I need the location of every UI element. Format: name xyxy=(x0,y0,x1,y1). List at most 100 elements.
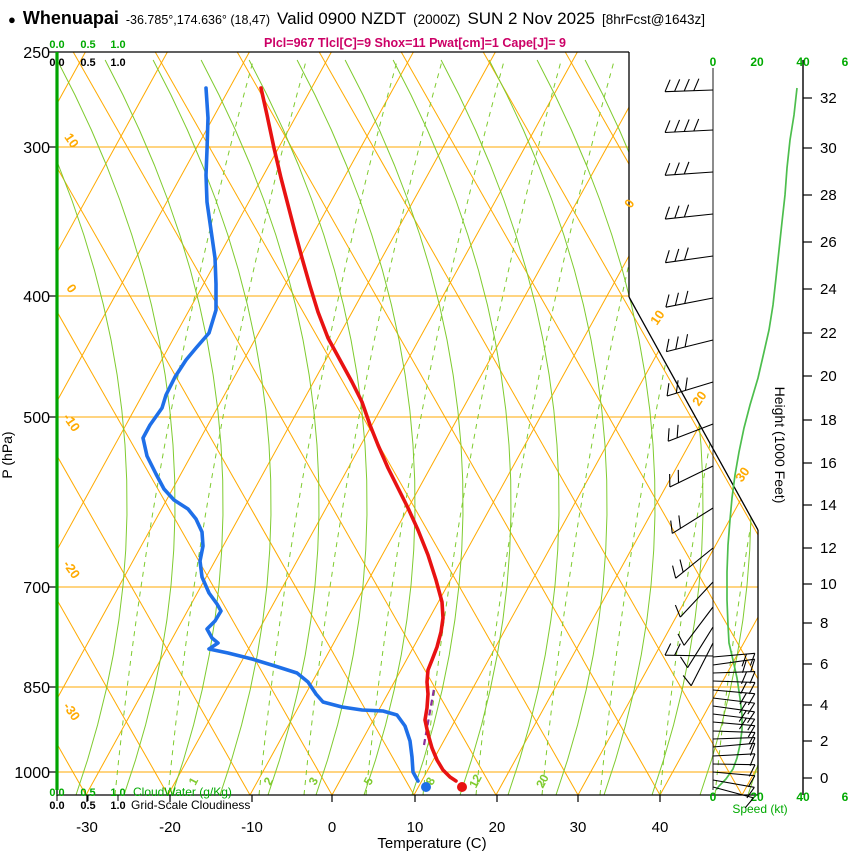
cloudiness-scale-bottom-label: 0.5 xyxy=(80,800,95,812)
wind-barb-feather xyxy=(674,604,681,618)
wind-barb xyxy=(665,171,714,176)
wind-barb xyxy=(712,742,755,748)
wind-barb-feather xyxy=(749,753,756,767)
dry-adiabat-label: -10 xyxy=(60,410,83,434)
wind-barb-feather xyxy=(670,520,673,534)
wind-barb-feather xyxy=(667,428,670,442)
dry-adiabat-line xyxy=(57,52,333,795)
wind-barb xyxy=(712,713,755,720)
wind-barb-feather xyxy=(748,764,756,777)
mixing-ratio-line xyxy=(599,59,739,795)
wind-barb xyxy=(712,652,755,658)
wind-barb-feather xyxy=(674,643,681,656)
station-name: Whenuapai xyxy=(22,8,119,28)
isotherm-line xyxy=(249,52,660,795)
mixing-ratio-label: 12 xyxy=(466,772,485,791)
speed-scale-top-label: 20 xyxy=(750,55,764,69)
wind-barb xyxy=(712,705,755,713)
wind-barbs xyxy=(664,78,756,809)
wind-barb xyxy=(712,730,755,734)
wind-barb xyxy=(666,381,714,397)
wind-barb-feather xyxy=(683,78,690,92)
wind-barb-feather xyxy=(677,633,685,646)
isotherm-line xyxy=(85,52,496,795)
wind-barb-feather xyxy=(693,118,700,132)
dry-adiabat-line xyxy=(154,52,579,795)
wind-barb-feather xyxy=(665,294,670,308)
dry-adiabat-line xyxy=(57,52,169,795)
wind-barb-feather xyxy=(674,248,680,262)
moist-adiabat-line xyxy=(536,59,656,795)
wind-barb-feather xyxy=(683,119,690,132)
wind-barb-feather xyxy=(684,290,689,304)
wind-barb-feather xyxy=(674,205,680,219)
cloudwater-scale-bottom-label: 0.0 xyxy=(49,787,64,799)
height-tick-label: 26 xyxy=(820,234,837,251)
wind-barb-feather xyxy=(664,250,670,263)
wind-barb xyxy=(687,626,714,668)
cloudwater-axis-title: CloudWater (g/Kg) xyxy=(133,785,232,799)
height-tick-label: 12 xyxy=(820,540,837,557)
height-tick-label: 22 xyxy=(820,325,837,342)
wind-barb-feather xyxy=(674,119,681,133)
dry-adiabat-label: -20 xyxy=(60,557,83,581)
speed-scale-bottom-label: 20 xyxy=(750,790,764,804)
wind-barb xyxy=(712,689,755,695)
wind-barb-feather xyxy=(675,336,679,350)
isotherm-label: 30 xyxy=(732,464,753,484)
mixing-ratio-line xyxy=(167,59,307,795)
wind-barb-feather xyxy=(680,656,689,669)
wind-barb-feather xyxy=(749,671,756,684)
chart-title: ● Whenuapai -36.785°,174.636° (18,47) Val… xyxy=(8,8,848,29)
wind-barb xyxy=(665,297,714,308)
wind-barb-feather xyxy=(747,693,756,706)
dry-adiabat-line xyxy=(72,52,497,795)
wind-barb xyxy=(712,670,755,674)
mixing-ratio-label: 20 xyxy=(533,772,552,791)
cloudwater-scale-top-label: 1.0 xyxy=(110,39,125,51)
height-tick-label: 4 xyxy=(820,697,828,714)
isotherm-line xyxy=(57,52,332,795)
isotherm-line xyxy=(57,52,250,795)
pressure-tick-label: 250 xyxy=(23,45,50,62)
right-border-diagonal xyxy=(628,296,759,531)
pressure-tick-label: 400 xyxy=(23,289,50,306)
cloudwater-scale-top-label: 0.0 xyxy=(49,39,64,51)
wind-barb-feather xyxy=(747,711,756,724)
wind-barb-feather xyxy=(684,377,688,391)
wind-barb-feather xyxy=(665,338,670,352)
temperature-tick-label: 40 xyxy=(652,819,669,836)
temperature-tick-label: -10 xyxy=(241,819,263,836)
wind-barb-feather xyxy=(748,682,756,695)
isotherm-line xyxy=(577,52,758,795)
wind-barb-feather xyxy=(683,204,690,218)
wind-barb-feather xyxy=(674,79,681,92)
dry-adiabat-line xyxy=(236,52,661,795)
background-grid xyxy=(57,52,758,795)
wind-barb-feather xyxy=(683,161,690,175)
pressure-tick-label: 500 xyxy=(23,410,50,427)
wind-barb-feather xyxy=(683,247,689,261)
dewpoint-curve xyxy=(141,86,420,783)
mixing-ratio-line xyxy=(365,59,505,795)
mixing-ratio-line xyxy=(422,59,562,795)
wind-barb xyxy=(667,423,714,442)
speed-scale-bottom-label: 0 xyxy=(710,790,717,804)
forecast-run: [8hrFcst@1643z] xyxy=(602,12,706,27)
moist-adiabat-line xyxy=(392,59,512,795)
cloudiness-scale-top-label: 1.0 xyxy=(110,57,125,69)
wind-barb xyxy=(665,255,714,264)
wind-barb xyxy=(712,658,755,666)
wind-barb xyxy=(665,129,714,134)
mixing-ratio-line xyxy=(258,59,398,795)
wind-barb-feather xyxy=(672,565,677,579)
moist-adiabat-line xyxy=(296,59,416,795)
wind-barb-feather xyxy=(738,710,747,722)
pressure-tick-label: 850 xyxy=(23,680,50,697)
height-tick-label: 32 xyxy=(820,90,837,107)
wind-barb xyxy=(712,753,755,757)
wind-barb-feather xyxy=(664,79,671,92)
wind-barb-feather xyxy=(747,775,756,788)
wind-barb-feather xyxy=(684,334,689,348)
wind-barb xyxy=(665,89,714,93)
